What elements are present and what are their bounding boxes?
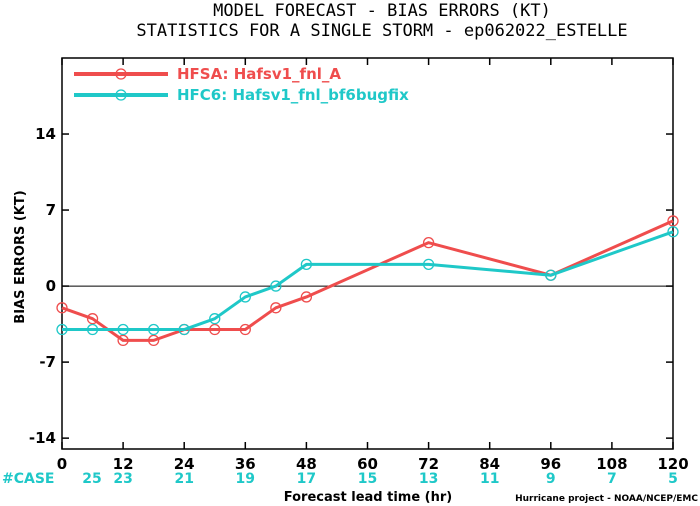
legend-swatch-marker — [115, 89, 127, 101]
data-point — [300, 291, 313, 303]
x-tick-label: 24 — [174, 455, 195, 473]
data-point — [86, 313, 99, 325]
case-count: 9 — [546, 471, 556, 487]
y-tick-label: -7 — [39, 353, 56, 371]
data-point — [178, 323, 190, 336]
chart-title-line1: MODEL FORECAST - BIAS ERRORS (KT) — [213, 1, 551, 21]
x-axis-label: Forecast lead time (hr) — [284, 490, 452, 505]
data-point — [545, 269, 557, 281]
legend-swatch-marker — [115, 68, 127, 80]
case-count: 5 — [668, 471, 678, 487]
data-point — [147, 323, 160, 336]
y-axis-label: BIAS ERRORS (KT) — [13, 190, 28, 323]
y-axis: -14 -7 0 7 14 — [29, 125, 673, 447]
x-tick-label: 48 — [296, 455, 317, 473]
data-point — [270, 280, 282, 292]
y-tick-label: 14 — [35, 125, 56, 143]
data-point — [300, 258, 313, 271]
data-point — [270, 302, 282, 314]
data-point — [56, 302, 68, 314]
data-point — [117, 334, 129, 347]
x-tick-label: 84 — [479, 455, 500, 473]
case-count: 13 — [419, 471, 438, 487]
data-point — [239, 323, 251, 336]
data-point — [209, 323, 221, 336]
y-tick-label: 7 — [46, 201, 56, 219]
y-tick-label: 0 — [46, 277, 56, 295]
legend-label: HFSA: Hafsv1_fnl_A — [177, 65, 341, 83]
data-point — [209, 313, 221, 325]
credit-text: Hurricane project - NOAA/NCEP/EMC — [515, 494, 698, 504]
chart-title-line2: STATISTICS FOR A SINGLE STORM - ep062022… — [136, 21, 627, 41]
data-point — [86, 323, 99, 336]
series-layer — [56, 215, 679, 347]
data-point — [239, 291, 251, 303]
x-tick-label: 0 — [57, 455, 67, 473]
data-point — [667, 215, 679, 227]
case-count: 7 — [607, 471, 617, 487]
series-line-1 — [61, 219, 674, 342]
case-count: 17 — [297, 471, 316, 487]
case-count: 19 — [236, 471, 255, 487]
x-axis: 0 12 24 36 48 60 72 84 96 108 120 — [57, 58, 689, 473]
x-tick-label: 108 — [596, 455, 627, 473]
data-point — [147, 334, 160, 347]
series-line-2 — [62, 230, 674, 332]
case-count: 25 — [82, 471, 101, 487]
x-tick-label: 12 — [113, 455, 134, 473]
legend-label: HFC6: Hafsv1_fnl_bf6bugfix — [177, 86, 409, 104]
x-tick-label: 72 — [418, 455, 439, 473]
case-count: 23 — [113, 471, 132, 487]
y-tick-label: -14 — [29, 429, 56, 447]
data-point — [422, 258, 435, 271]
case-count: 11 — [480, 471, 499, 487]
case-count: 21 — [174, 471, 193, 487]
x-tick-label: 96 — [540, 455, 561, 473]
data-point — [422, 236, 435, 249]
data-point — [117, 323, 129, 336]
legend: HFSA: Hafsv1_fnl_A HFC6: Hafsv1_fnl_bf6bu… — [74, 65, 409, 104]
case-label: #CASE — [2, 471, 55, 487]
data-point — [667, 226, 679, 238]
case-count: 15 — [358, 471, 377, 487]
x-tick-label: 120 — [657, 455, 688, 473]
case-count-row: 25 23 21 19 17 15 13 11 9 7 5 — [82, 471, 678, 487]
x-tick-label: 60 — [357, 455, 378, 473]
x-tick-label: 36 — [235, 455, 256, 473]
plot-frame — [61, 57, 674, 450]
data-point — [56, 323, 68, 336]
